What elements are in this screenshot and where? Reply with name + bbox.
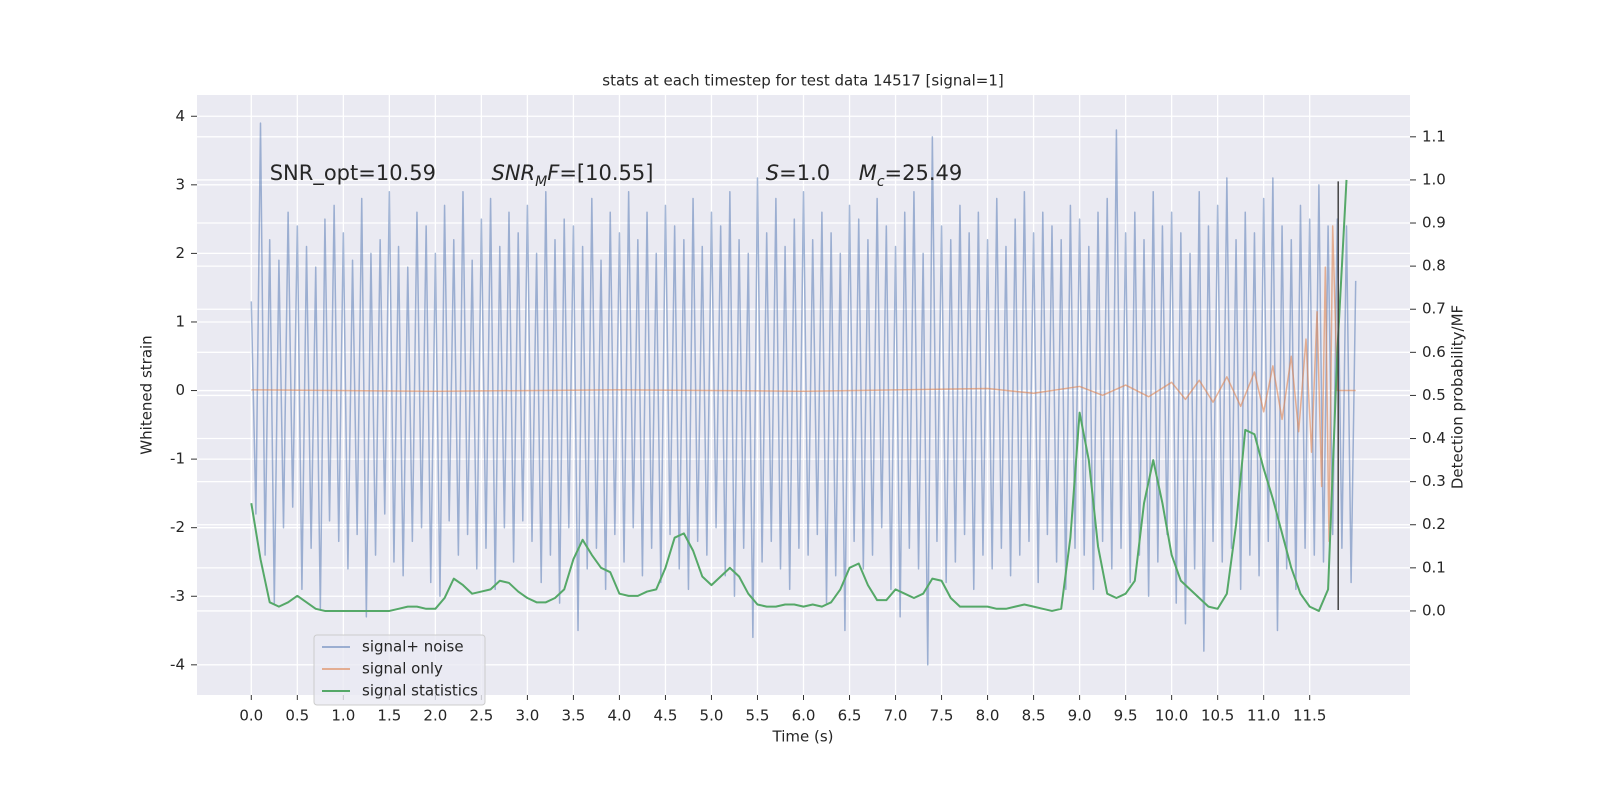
y2-tick-label: 0.8: [1422, 257, 1446, 275]
legend: signal+ noise signal only signal statistic…: [313, 634, 486, 706]
x-axis-label: Time (s): [772, 728, 834, 746]
y2-tick-label: 1.1: [1422, 127, 1446, 145]
series-line: [250, 179, 1348, 612]
legend-label: signal+ noise: [362, 638, 464, 656]
legend-label: signal statistics: [362, 682, 478, 700]
x-tick-label: 2.5: [469, 707, 493, 725]
x-tick-label: 3.0: [515, 707, 539, 725]
annotation: Mc=25.49: [859, 161, 963, 190]
y-tick-label: 2: [175, 244, 185, 262]
y-tick-label: 3: [175, 175, 185, 193]
x-tick-label: 10.0: [1155, 707, 1188, 725]
annotation: SNR_opt=10.59: [270, 161, 436, 186]
x-tick-label: 6.5: [838, 707, 862, 725]
x-tick-label: 0.5: [285, 707, 309, 725]
y-axis-label: Whitened strain: [138, 335, 156, 454]
x-tick-label: 4.5: [654, 707, 678, 725]
x-tick-label: 11.0: [1247, 707, 1280, 725]
annotation-part: SNR_opt=10.59: [270, 161, 436, 186]
x-tick-label: 4.0: [608, 707, 632, 725]
x-tick-label: 1.5: [377, 707, 401, 725]
y-tick-label: 0: [175, 381, 185, 399]
annotation-part: c: [877, 174, 885, 190]
x-tick-label: 2.0: [423, 707, 447, 725]
y2-tick-label: 0.5: [1422, 386, 1446, 404]
y2-tick-label: 0.1: [1422, 558, 1446, 576]
x-tick-label: 9.5: [1114, 707, 1138, 725]
annotation-part: =[10.55]: [559, 161, 653, 185]
x-tick-label: 6.0: [792, 707, 816, 725]
annotation: S=1.0: [766, 161, 830, 185]
x-tick-label: 7.5: [930, 707, 954, 725]
y2-tick-label: 0.3: [1422, 472, 1446, 490]
annotation-part: =25.49: [885, 161, 963, 185]
series-line: [250, 122, 1357, 666]
series-line: [251, 225, 1356, 543]
y2-tick-label: 0.6: [1422, 343, 1446, 361]
annotation-part: M: [859, 161, 877, 185]
x-tick-label: 5.5: [746, 707, 770, 725]
x-tick-label: 8.5: [1022, 707, 1046, 725]
y2-tick-label: 0.2: [1422, 515, 1446, 533]
y-tick-label: 1: [175, 312, 185, 330]
y-tick-label: -4: [170, 655, 185, 673]
x-tick-label: 11.5: [1293, 707, 1326, 725]
axes: 0.0 0.5 1.0 1.5 2.0 2.5 3.0 3.5 4.0 4.5 5.0 5.5 6.0 6…: [170, 107, 1446, 725]
annotation-part: F: [547, 161, 560, 185]
y2-tick-label: 0.0: [1422, 601, 1446, 619]
y2-tick-label: 0.9: [1422, 214, 1446, 232]
x-tick-label: 5.0: [700, 707, 724, 725]
x-tick-label: 8.0: [976, 707, 1000, 725]
legend-box: [313, 634, 486, 706]
annotation-part: =1.0: [779, 161, 830, 185]
y2-axis-label: Detection probability/MF: [1449, 305, 1467, 489]
y2-tick-label: 0.7: [1422, 300, 1446, 318]
y-tick-label: 4: [175, 107, 185, 125]
annotation-part: SNR: [492, 161, 536, 185]
x-tick-label: 3.5: [561, 707, 585, 725]
x-tick-label: 10.5: [1201, 707, 1234, 725]
chart-title: stats at each timestep for test data 145…: [602, 72, 1003, 90]
y2-tick-label: 1.0: [1422, 170, 1446, 188]
y-tick-label: -1: [170, 450, 185, 468]
legend-label: signal only: [362, 660, 443, 678]
annotation: SNRMF=[10.55]: [492, 161, 654, 190]
annotation-part: M: [535, 174, 547, 190]
x-tick-label: 7.0: [884, 707, 908, 725]
x-tick-label: 1.0: [331, 707, 355, 725]
y-tick-label: -3: [170, 587, 185, 605]
x-tick-label: 0.0: [239, 707, 263, 725]
x-tick-label: 9.0: [1068, 707, 1092, 725]
y2-tick-label: 0.4: [1422, 429, 1446, 447]
plot-lines: [250, 122, 1357, 666]
y-tick-label: -2: [170, 518, 185, 536]
annotation-part: S: [766, 161, 779, 185]
